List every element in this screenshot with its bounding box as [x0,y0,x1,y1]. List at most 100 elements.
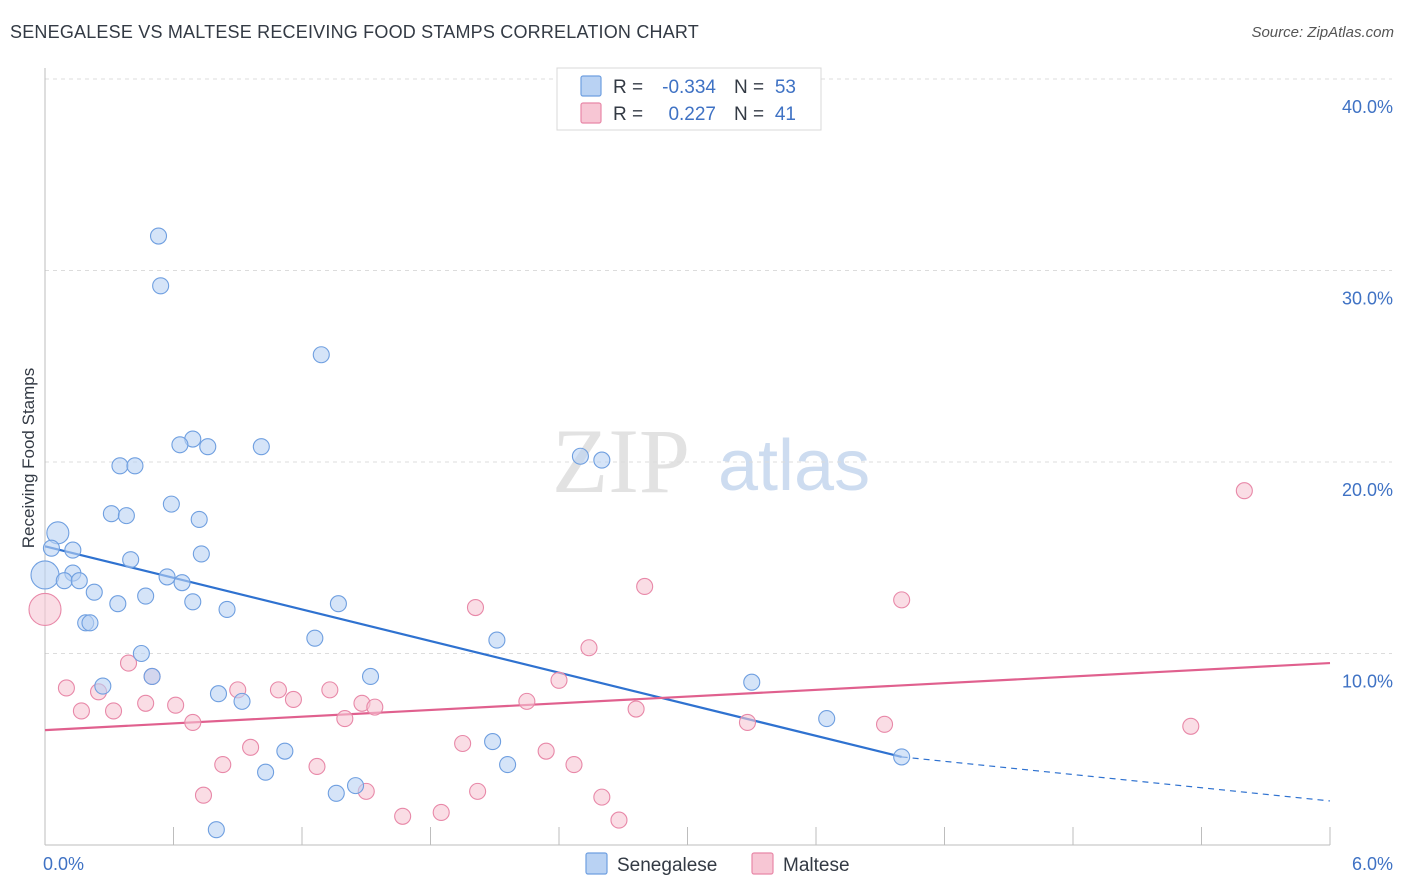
data-point-maltese [366,698,384,716]
legend-n-value-maltese: 41 [775,104,796,125]
data-point-senegalese [488,631,506,649]
data-points [28,227,1253,839]
data-point-maltese [610,811,628,829]
data-point-senegalese [346,777,365,795]
data-point-senegalese [593,451,611,469]
data-point-senegalese [162,495,180,513]
bottom-legend-label-maltese: Maltese [783,855,850,876]
data-point-maltese [518,692,536,710]
data-point-senegalese [190,510,208,529]
data-point-senegalese [818,710,836,728]
data-point-maltese [627,700,645,718]
data-point-senegalese [893,748,911,766]
data-point-senegalese [252,438,270,456]
data-point-senegalese [64,541,82,559]
data-point-senegalese [329,595,347,613]
data-point-senegalese [257,763,275,781]
legend-r-value-maltese: 0.227 [668,104,716,125]
data-point-maltese [184,713,202,731]
data-point-senegalese [499,756,517,774]
data-point-senegalese [55,572,73,590]
data-point-senegalese [30,560,60,590]
data-point-senegalese [126,457,144,475]
data-point-senegalese [743,673,761,691]
data-point-maltese [893,591,911,609]
data-point-maltese [469,782,487,800]
data-point-maltese [269,681,287,699]
y-tick-label: 30.0% [1342,289,1393,309]
x-tick-label: 0.0% [43,854,84,874]
trend-lines [44,545,1331,802]
tick-labels: 10.0% 20.0% 30.0% 40.0% 0.0% 6.0% [43,97,1393,874]
y-axis-label: Receiving Food Stamps [19,368,38,548]
data-point-senegalese [173,574,191,592]
correlation-legend: R = -0.334 N = 53 R = 0.227 N = 41 [556,67,822,131]
bottom-legend-swatch-senegalese [585,852,608,875]
data-point-maltese [336,710,354,728]
data-point-maltese [636,577,654,596]
data-point-senegalese [102,505,120,523]
axes [44,68,1331,846]
data-point-senegalese [122,551,140,569]
chart-title: SENEGALESE VS MALTESE RECEIVING FOOD STA… [10,22,700,42]
data-point-maltese [28,592,62,627]
data-point-senegalese [361,667,380,686]
data-point-senegalese [233,692,251,710]
data-point-maltese [194,786,213,804]
data-point-maltese [242,738,260,756]
watermark-atlas: atlas [718,426,870,506]
trend-line-extension-senegalese [901,756,1331,802]
legend-r-value-senegalese: -0.334 [662,77,716,98]
data-point-senegalese [85,583,103,601]
data-point-maltese [167,696,185,714]
grid-lines [45,78,1392,654]
data-point-senegalese [158,568,176,586]
data-point-senegalese [94,677,112,695]
y-tick-label: 40.0% [1342,97,1393,117]
data-point-senegalese [171,436,189,454]
data-point-senegalese [207,821,225,839]
data-point-senegalese [306,629,324,647]
data-point-maltese [593,788,611,806]
legend-n-label-maltese: N = [734,104,764,125]
watermark-zip: ZIP [552,410,690,512]
data-point-senegalese [276,742,294,760]
data-point-maltese [454,734,472,753]
data-point-maltese [1235,482,1253,500]
data-point-maltese [214,756,232,774]
series-legend: Senegalese Maltese [585,852,850,876]
data-point-senegalese [81,614,99,632]
data-point-maltese [57,679,75,697]
data-point-senegalese [149,227,168,245]
data-point-maltese [104,702,123,720]
data-point-senegalese [184,593,202,611]
data-point-senegalese [132,644,150,663]
y-tick-label: 10.0% [1342,672,1393,692]
data-point-senegalese [571,447,589,465]
data-point-maltese [321,681,339,699]
data-point-maltese [565,756,583,774]
data-point-senegalese [137,587,155,605]
data-point-senegalese [209,685,228,703]
trend-line-maltese [44,661,1331,732]
bottom-legend-label-senegalese: Senegalese [617,855,717,876]
source-label: Source: ZipAtlas.com [1251,24,1394,41]
bottom-legend-swatch-maltese [751,852,774,875]
data-point-maltese [738,713,757,731]
data-point-senegalese [42,539,60,557]
data-point-senegalese [109,595,127,613]
legend-r-label-senegalese: R = [613,77,643,98]
data-point-maltese [550,671,568,689]
data-point-maltese [537,742,555,760]
data-point-maltese [432,803,450,821]
data-point-senegalese [312,346,330,364]
data-point-maltese [1182,717,1200,735]
data-point-senegalese [199,438,217,456]
data-point-maltese [119,654,138,672]
legend-n-value-senegalese: 53 [775,77,796,98]
legend-swatch-maltese [580,102,602,124]
data-point-senegalese [117,507,135,525]
data-point-maltese [875,715,894,733]
y-tick-label: 20.0% [1342,480,1393,500]
